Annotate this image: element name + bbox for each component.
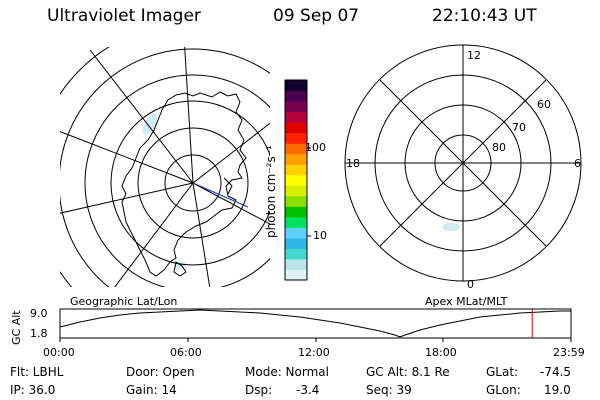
apex-caption: Apex MLat/MLT <box>425 295 508 308</box>
xtick-0000: 00:00 <box>43 346 75 359</box>
magnetic-map <box>344 44 582 282</box>
emission-patch <box>142 113 158 135</box>
coastline <box>121 91 247 277</box>
altitude-plot <box>59 308 572 342</box>
colorbar-cell <box>285 216 307 228</box>
gc-alt-value: GC Alt: 8.1 Re <box>366 365 450 379</box>
door-value: Door: Open <box>126 365 195 379</box>
colorbar-cell <box>285 227 307 239</box>
geographic-caption: Geographic Lat/Lon <box>70 295 178 308</box>
colorbar-tick-100: 100 <box>305 141 326 154</box>
dsp-value: -3.4 <box>296 383 320 397</box>
mlat-label-60: 60 <box>537 98 551 111</box>
glat-value: -74.5 <box>540 365 572 379</box>
colorbar-cell <box>285 90 307 102</box>
colorbar-cell <box>285 174 307 186</box>
colorbar-cell <box>285 237 307 249</box>
colorbar-cell <box>285 132 307 144</box>
ip-value: IP: 36.0 <box>10 383 56 397</box>
colorbar-cell <box>285 269 307 281</box>
colorbar-cell <box>285 248 307 260</box>
app-title: Ultraviolet Imager <box>47 6 201 26</box>
mlat-label-80: 80 <box>492 141 506 154</box>
colorbar-tick-10: 10 <box>313 229 327 242</box>
altitude-ylabel: GC Alt <box>10 310 23 345</box>
colorbar-cell <box>285 122 307 134</box>
mlat-label-70: 70 <box>512 121 526 134</box>
time-label: 22:10:43 UT <box>432 6 537 26</box>
xtick-0600: 06:00 <box>170 346 202 359</box>
mlt-label-0: 0 <box>467 278 474 291</box>
colorbar-cell <box>285 185 307 197</box>
dsp-label: Dsp: <box>245 383 273 397</box>
glon-value: 19.0 <box>544 383 571 397</box>
mlt-label-18: 18 <box>346 157 360 170</box>
colorbar-cell <box>285 258 307 270</box>
colorbar-cell <box>285 111 307 123</box>
emission-patch <box>442 223 460 231</box>
altitude-ytick-high: 9.0 <box>30 307 48 320</box>
xtick-1200: 12:00 <box>298 346 330 359</box>
mlt-label-12: 12 <box>467 49 481 62</box>
filter-value: Flt: LBHL <box>10 365 64 379</box>
xtick-1800: 18:00 <box>425 346 457 359</box>
colorbar-cell <box>285 164 307 176</box>
seq-value: Seq: 39 <box>366 383 412 397</box>
glon-label: GLon: <box>486 383 521 397</box>
mode-value: Mode: Normal <box>245 365 329 379</box>
altitude-ytick-low: 1.8 <box>30 327 48 340</box>
glat-label: GLat: <box>486 365 519 379</box>
colorbar-cell <box>285 101 307 113</box>
colorbar-unit-label: photon cm⁻²s⁻¹ <box>264 145 278 238</box>
gain-value: Gain: 14 <box>126 383 177 397</box>
colorbar-cell <box>285 153 307 165</box>
geographic-map <box>60 47 270 287</box>
mlt-label-6: 6 <box>574 157 581 170</box>
colorbar <box>284 79 311 281</box>
date-label: 09 Sep 07 <box>273 6 360 26</box>
altitude-curve <box>59 309 571 338</box>
xtick-2359: 23:59 <box>553 346 585 359</box>
satellite-track <box>192 182 249 208</box>
colorbar-cell <box>285 195 307 207</box>
colorbar-cell <box>285 80 307 92</box>
colorbar-cell <box>285 143 307 155</box>
colorbar-cell <box>285 206 307 218</box>
